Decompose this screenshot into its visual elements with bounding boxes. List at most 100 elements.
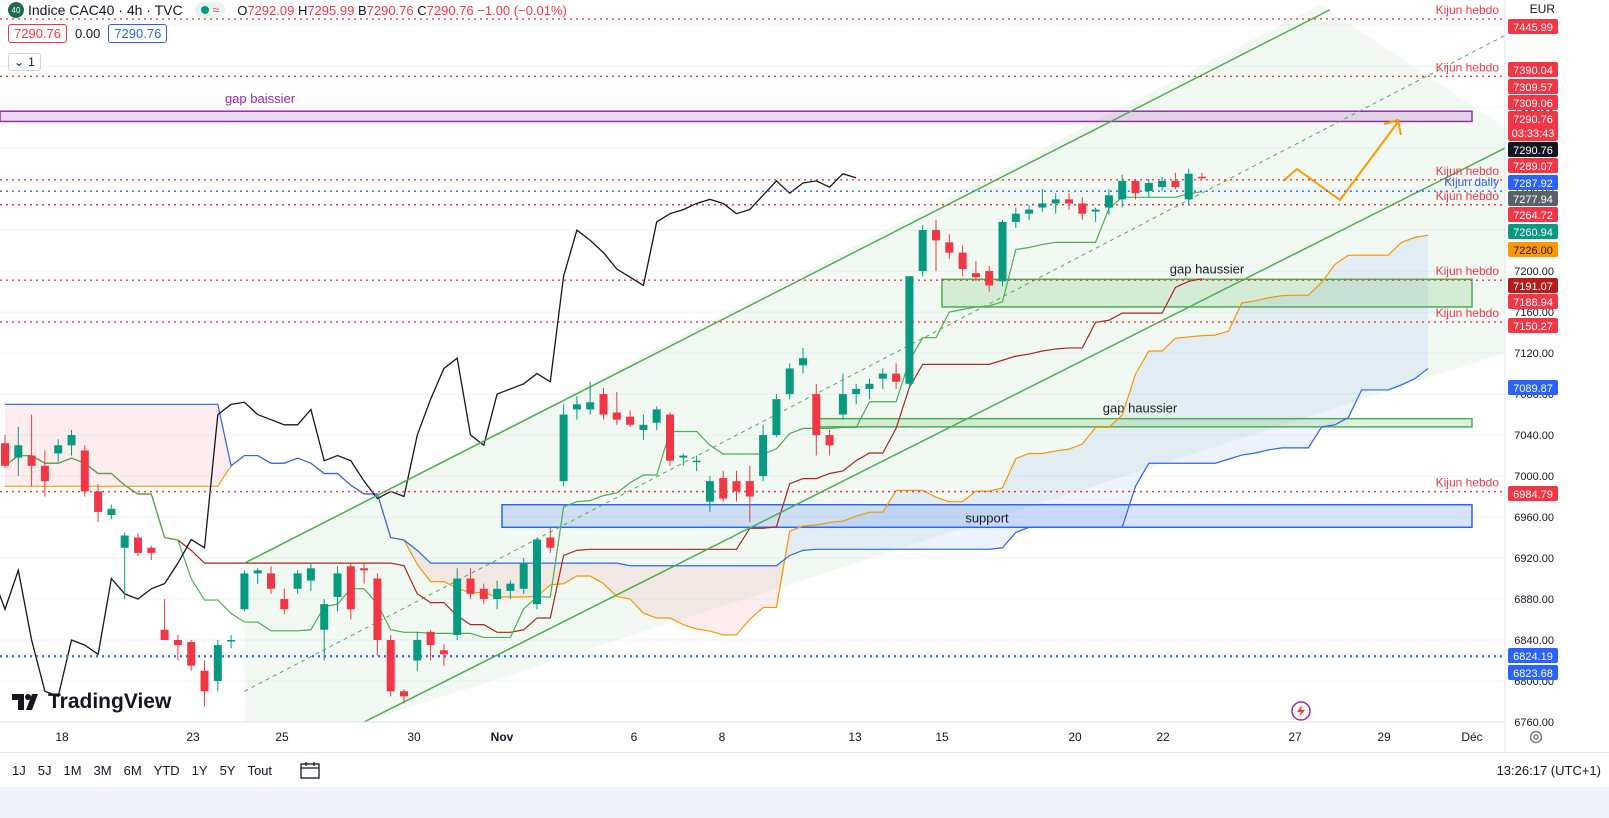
zone-label: gap baissier [225,91,296,106]
quote-row: 7290.76 0.00 7290.76 [8,24,168,43]
timeframe-1j[interactable]: 1J [12,762,26,778]
y-tick-label: 7200.00 [1514,266,1554,278]
price-tag [1508,665,1558,680]
y-tick-label: 6880.00 [1514,594,1554,606]
price-tag [1508,224,1558,239]
chevron-down-icon: ⌄ [14,55,25,69]
candle-body [1171,180,1180,188]
candle-body [506,583,515,591]
price-tag-text: 6823.68 [1513,668,1553,680]
projection-arrowhead [1383,118,1402,136]
bottom-strip [0,787,1609,818]
cloud-segment [1162,338,1176,464]
symbol-title[interactable]: Indice CAC40 · 4h · TVC [28,2,183,18]
price-tag-text: 7188.94 [1513,297,1553,309]
cloud-segment [1281,295,1296,448]
symbol-header[interactable]: 40 Indice CAC40 · 4h · TVC ≈ O7292.09 H7… [0,0,567,20]
candle-body [971,273,980,278]
candle-body [533,539,541,605]
channel-mid-line [244,34,1506,692]
cloud-segment [630,565,644,614]
timeframe-ytd[interactable]: YTD [153,762,180,778]
candle-body [719,478,728,499]
level-label: Kijun hebdo [1436,476,1500,490]
candle-body [14,445,23,458]
cloud-segment [1228,302,1242,460]
cloud-segment [1321,264,1335,427]
candle-body [1011,213,1020,222]
cloud-segment [656,565,670,618]
candle-body [466,578,475,594]
candle-body [985,271,994,286]
price-tag [1508,111,1558,141]
candle-body [572,404,581,410]
candle-body [1131,180,1140,194]
price-tag-text: 6984.79 [1513,489,1553,501]
candle-body [759,435,768,477]
candle-body [1184,173,1193,200]
candle-body [80,450,89,492]
price-tag-text: 7290.76 [1513,114,1553,126]
cloud-segment [590,563,604,584]
level-label: Kijun hebdo [1436,264,1500,278]
candle-body [306,568,315,581]
price-tags: 7445.99 7390.04 7309.57 7309.06 7290.76 03:33… [1508,19,1558,680]
cloud-segment [1175,336,1189,464]
cloud-segment [151,404,165,487]
level-label: Kijun hebdo [1436,306,1500,320]
price-tag-text: 7390.04 [1513,65,1553,77]
tradingview-logo[interactable]: TradingView [12,690,171,714]
cloud-segment [483,563,498,597]
cloud-segment [936,497,950,550]
cloud-segment [856,512,870,550]
cloud-segment [723,565,737,635]
timeframe-6m[interactable]: 6M [123,762,142,778]
timeframe-tout[interactable]: Tout [247,762,273,778]
candle-body [586,402,595,410]
candle-body [799,358,807,366]
candle-body [147,547,156,553]
timeframe-3m[interactable]: 3M [93,762,112,778]
x-tick-label: 29 [1377,730,1391,744]
candle-body [918,230,927,272]
price-tag-text: 7445.99 [1513,22,1553,34]
timeframe-1m[interactable]: 1M [63,762,82,778]
price-tag [1508,158,1558,173]
bid-price[interactable]: 7290.76 [8,24,67,43]
cloud-segment [603,563,617,597]
candle-body [639,424,648,430]
candle-body [666,414,674,461]
cloud-segment [789,526,803,556]
price-tag-countdown: 03:33:43 [1512,128,1555,140]
senkou-span-b [5,367,1429,567]
y-tick-label: 6920.00 [1514,553,1554,565]
cloud-segment [1401,237,1415,385]
ask-price[interactable]: 7290.76 [108,24,168,43]
indicator-count: 1 [28,55,35,69]
candle-body [240,573,249,610]
indicators-toggle[interactable]: ⌄ 1 [8,53,41,71]
date-range-icon[interactable] [300,761,320,779]
tv-logo-icon [12,694,38,710]
timeframe-5y[interactable]: 5Y [219,762,236,778]
currency-selector[interactable]: EUR [1529,2,1555,16]
market-status[interactable]: ≈ [194,2,226,18]
cloud-segment [1148,351,1163,464]
candle-body [293,573,302,589]
cloud-segment [1069,444,1083,528]
candle-body [27,455,36,466]
timeframe-1y[interactable]: 1Y [191,762,208,778]
candle-body [1065,199,1073,204]
lightning-icon[interactable] [1290,700,1312,722]
cloud-segment [989,487,1003,550]
clock[interactable]: 13:26:17 (UTC+1) [1496,763,1601,778]
x-tick-label: 13 [848,730,862,744]
price-tag-text: 7226.00 [1513,245,1553,257]
timeframe-5j[interactable]: 5J [37,762,52,778]
price-tag-text: 7260.94 [1513,227,1553,239]
candle-body [626,416,635,425]
price-tag [1508,380,1558,395]
settings-gear-icon[interactable] [1528,729,1544,745]
